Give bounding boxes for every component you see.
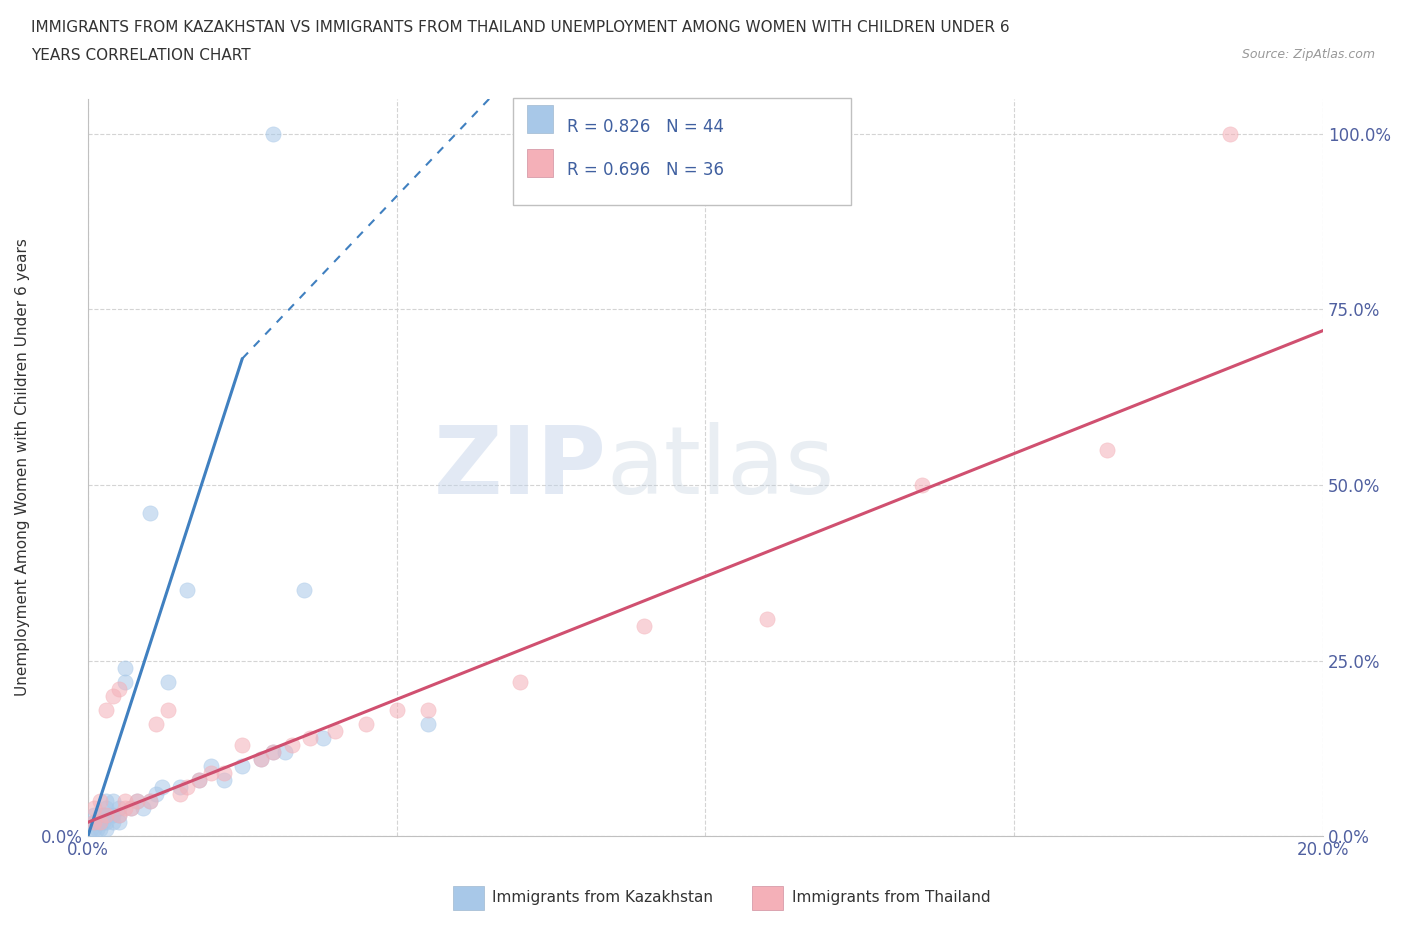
Point (249, 751, 271, 766)
Point (756, 611, 779, 626)
Point (231, 737, 253, 752)
Text: IMMIGRANTS FROM KAZAKHSTAN VS IMMIGRANTS FROM THAILAND UNEMPLOYMENT AMONG WOMEN : IMMIGRANTS FROM KAZAKHSTAN VS IMMIGRANTS… (31, 20, 1010, 35)
Point (114, 801, 136, 816)
Point (249, 751, 271, 766)
Point (311, 731, 333, 746)
Point (114, 674, 136, 689)
Point (1219, 126, 1241, 141)
Text: Immigrants from Kazakhstan: Immigrants from Kazakhstan (492, 890, 713, 905)
Point (101, 808, 124, 823)
Point (101, 794, 124, 809)
Point (83, 801, 105, 816)
Point (176, 779, 198, 794)
Point (138, 794, 160, 809)
Point (91, 808, 114, 823)
Point (138, 506, 160, 521)
Point (89, 822, 111, 837)
Text: Immigrants from Thailand: Immigrants from Thailand (792, 890, 990, 905)
Point (107, 808, 129, 823)
Point (262, 745, 284, 760)
Point (262, 745, 284, 760)
Point (145, 787, 167, 802)
Point (633, 618, 655, 633)
Point (107, 682, 129, 697)
Point (323, 724, 346, 738)
Point (299, 731, 322, 746)
Point (114, 794, 136, 809)
Point (83, 815, 105, 830)
Point (200, 759, 222, 774)
Point (120, 801, 142, 816)
Text: YEARS CORRELATION CHART: YEARS CORRELATION CHART (31, 48, 250, 63)
Point (1095, 443, 1118, 458)
Point (274, 745, 297, 760)
Point (120, 801, 142, 816)
Point (231, 759, 253, 774)
Point (83, 808, 105, 823)
Point (911, 478, 934, 493)
Text: atlas: atlas (606, 421, 835, 513)
Point (101, 815, 124, 830)
Text: R = 0.696   N = 36: R = 0.696 N = 36 (567, 161, 724, 179)
Point (176, 583, 198, 598)
Point (86, 822, 108, 837)
Point (416, 702, 439, 717)
Point (96, 794, 118, 809)
Point (132, 801, 155, 816)
Text: ZIP: ZIP (434, 421, 606, 513)
Point (101, 688, 124, 703)
Point (89, 815, 111, 830)
Point (96, 815, 118, 830)
Point (169, 787, 191, 802)
Point (280, 737, 302, 752)
Point (107, 815, 129, 830)
Point (212, 765, 235, 780)
Point (96, 808, 118, 823)
Point (200, 765, 222, 780)
Point (212, 773, 235, 788)
Point (96, 702, 118, 717)
Point (89, 794, 111, 809)
Point (157, 702, 180, 717)
Point (127, 794, 149, 809)
Point (107, 801, 129, 816)
Point (96, 808, 118, 823)
Point (96, 822, 118, 837)
Point (509, 674, 531, 689)
Y-axis label: Unemployment Among Women with Children Under 6 years: Unemployment Among Women with Children U… (15, 239, 30, 697)
Point (138, 794, 160, 809)
Point (89, 815, 111, 830)
Point (89, 808, 111, 823)
Point (416, 716, 439, 731)
Point (188, 773, 211, 788)
Point (96, 801, 118, 816)
Point (292, 583, 315, 598)
Point (91, 815, 114, 830)
Point (86, 815, 108, 830)
Point (354, 716, 377, 731)
Point (83, 822, 105, 837)
Point (80, 822, 103, 837)
Point (188, 773, 211, 788)
Point (114, 660, 136, 675)
Point (150, 779, 173, 794)
Point (157, 674, 180, 689)
Point (385, 702, 408, 717)
Point (127, 794, 149, 809)
Text: R = 0.826   N = 44: R = 0.826 N = 44 (567, 118, 724, 136)
Point (145, 716, 167, 731)
Point (169, 779, 191, 794)
Point (83, 815, 105, 830)
Point (262, 126, 284, 141)
Text: Source: ZipAtlas.com: Source: ZipAtlas.com (1241, 48, 1375, 61)
Point (107, 808, 129, 823)
